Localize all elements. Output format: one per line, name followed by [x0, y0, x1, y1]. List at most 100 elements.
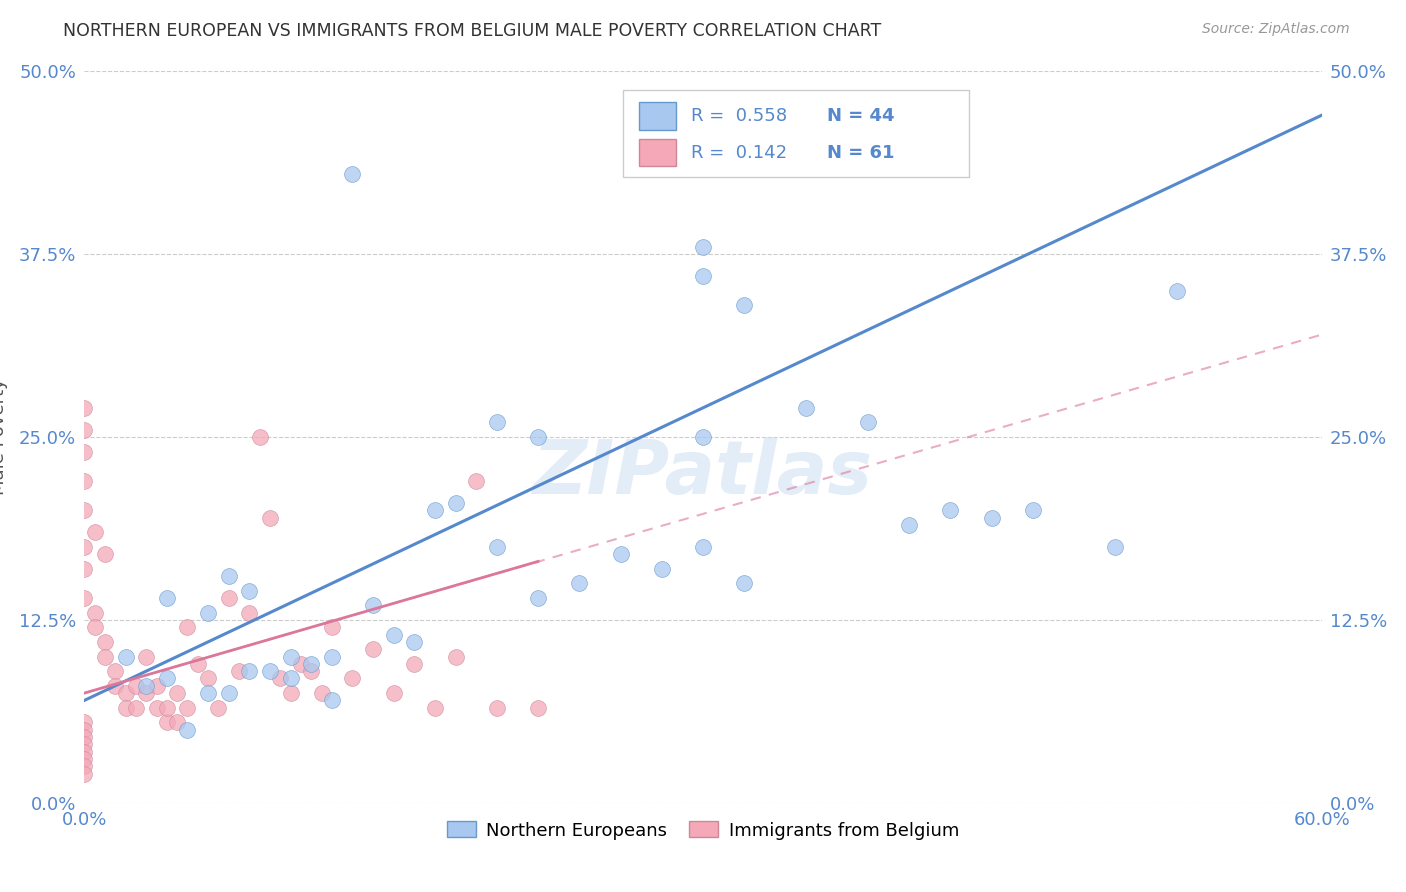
Point: [73, 737, 96, 751]
Point: [73, 444, 96, 458]
Point: [269, 672, 291, 686]
Point: [361, 642, 384, 657]
Point: [156, 591, 179, 605]
Point: [94, 635, 117, 649]
Point: [423, 503, 446, 517]
FancyBboxPatch shape: [623, 90, 969, 178]
Point: [299, 664, 322, 678]
Point: [187, 657, 209, 671]
Point: [73, 752, 96, 766]
Point: [238, 583, 260, 598]
Point: [651, 562, 673, 576]
Point: [692, 540, 714, 554]
Point: [1022, 503, 1045, 517]
Text: NORTHERN EUROPEAN VS IMMIGRANTS FROM BELGIUM MALE POVERTY CORRELATION CHART: NORTHERN EUROPEAN VS IMMIGRANTS FROM BEL…: [63, 22, 882, 40]
Point: [114, 649, 136, 664]
Point: [73, 766, 96, 780]
Point: [485, 416, 508, 430]
Point: [83, 620, 105, 634]
FancyBboxPatch shape: [638, 138, 676, 167]
Point: [794, 401, 817, 415]
Text: R =  0.558: R = 0.558: [690, 107, 787, 125]
Point: [73, 503, 96, 517]
Point: [238, 664, 260, 678]
Point: [73, 745, 96, 759]
Point: [382, 627, 405, 641]
Point: [1104, 540, 1126, 554]
Point: [73, 423, 96, 437]
Point: [321, 620, 343, 634]
Point: [73, 540, 96, 554]
Point: [73, 723, 96, 737]
Point: [73, 591, 96, 605]
Text: N = 61: N = 61: [827, 144, 894, 161]
Point: [609, 547, 631, 561]
Point: [156, 672, 179, 686]
Point: [104, 664, 127, 678]
Point: [176, 700, 198, 714]
Point: [361, 599, 384, 613]
Point: [321, 693, 343, 707]
Point: [73, 562, 96, 576]
Point: [83, 606, 105, 620]
Point: [176, 723, 198, 737]
Point: [176, 620, 198, 634]
Point: [83, 525, 105, 540]
Point: [94, 547, 117, 561]
Text: Source: ZipAtlas.com: Source: ZipAtlas.com: [1202, 22, 1350, 37]
Point: [321, 649, 343, 664]
Text: N = 44: N = 44: [827, 107, 894, 125]
Point: [156, 700, 179, 714]
Y-axis label: Male Poverty: Male Poverty: [0, 379, 7, 495]
Point: [197, 672, 219, 686]
Point: [73, 730, 96, 744]
Point: [94, 649, 117, 664]
Point: [290, 657, 312, 671]
Point: [145, 700, 167, 714]
Point: [259, 510, 281, 524]
Point: [135, 649, 157, 664]
Point: [73, 401, 96, 415]
Point: [1166, 284, 1188, 298]
Point: [311, 686, 333, 700]
Point: [527, 430, 550, 444]
Point: [145, 679, 167, 693]
Point: [485, 540, 508, 554]
Point: [733, 576, 755, 591]
Point: [444, 496, 467, 510]
Point: [207, 700, 229, 714]
Point: [280, 686, 302, 700]
Point: [692, 430, 714, 444]
Point: [423, 700, 446, 714]
Text: R =  0.142: R = 0.142: [690, 144, 787, 161]
Point: [238, 606, 260, 620]
Point: [568, 576, 591, 591]
Point: [299, 657, 322, 671]
Point: [73, 474, 96, 488]
Point: [259, 664, 281, 678]
Point: [218, 591, 240, 605]
Legend: Northern Europeans, Immigrants from Belgium: Northern Europeans, Immigrants from Belg…: [437, 813, 969, 848]
Point: [249, 430, 271, 444]
Point: [125, 700, 148, 714]
FancyBboxPatch shape: [638, 102, 676, 130]
Point: [527, 700, 550, 714]
Point: [135, 686, 157, 700]
Point: [156, 715, 179, 730]
Point: [692, 240, 714, 254]
Point: [166, 686, 188, 700]
Point: [280, 672, 302, 686]
Point: [73, 759, 96, 773]
Point: [342, 672, 364, 686]
Text: ZIPatlas: ZIPatlas: [533, 437, 873, 510]
Point: [939, 503, 962, 517]
Point: [527, 591, 550, 605]
Point: [692, 269, 714, 284]
Point: [856, 416, 879, 430]
Point: [404, 657, 426, 671]
Point: [404, 635, 426, 649]
Point: [166, 715, 188, 730]
Point: [218, 569, 240, 583]
Point: [485, 700, 508, 714]
Point: [382, 686, 405, 700]
